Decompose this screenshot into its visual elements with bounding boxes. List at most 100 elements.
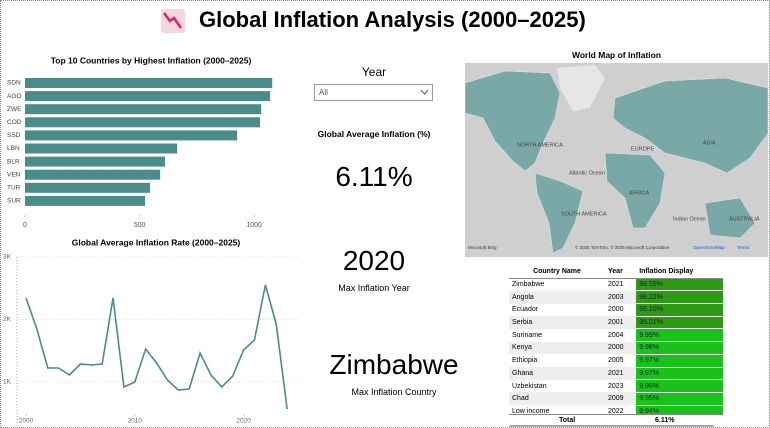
table-cell: 2021 [608,369,624,377]
inflation-cell: 9.98% [636,341,723,355]
bar [25,78,273,88]
table-row: Ghana 2021 9.97% [509,367,723,381]
inflation-cell: 98.55% [636,278,723,292]
inflation-cell: 96.10% [636,303,723,317]
total-row: Total 6.11% [509,414,723,426]
y-tick-label: VEN [7,171,21,178]
table-row: Angola 2003 98.22% [509,290,723,305]
inflation-cell: 9.97% [636,354,723,368]
bar [25,117,261,128]
y-tick-label: 2K [3,316,12,323]
table-cell: Ethiopia [512,357,538,365]
bar [25,169,161,180]
inflation-cell: 95.01% [636,316,723,330]
column-header: Inflation Display [636,266,723,279]
x-tick-label: 2010 [128,418,143,425]
column-header: Year [605,266,637,279]
table-row: Chad 2009 9.95% [509,392,723,406]
y-tick-label: COD [7,119,22,126]
bar [25,195,146,206]
page-title: Global Inflation Analysis (2000–2025) [199,7,586,32]
map-label: Indian Ocean [673,216,706,222]
line [25,284,288,410]
x-tick-label: 1000 [246,222,262,229]
card-label: Global Average Inflation (%) [317,129,431,139]
map-label: Atlantic Ocean [569,170,605,176]
table-cell: Chad [512,395,529,403]
y-tick-label: SSD [7,132,21,139]
y-tick-label: AGO [7,93,21,100]
y-tick-label: 1K [3,379,12,386]
map-title: World Map of Inflation [571,50,662,60]
total-value: 6.11% [655,417,675,424]
inflation-cell: 9.96% [636,379,723,393]
title-icon [161,9,185,33]
inflation-cell: 9.94% [636,405,723,416]
map-logo: Microsoft Bing [468,245,497,250]
table-cell: 2023 [608,382,624,390]
table-cell: 2021 [608,281,624,289]
y-tick-label: BLR [7,158,20,165]
inflation-cell: 98.22% [636,290,723,305]
inflation-cell: 9.99% [636,328,723,343]
card-value: 6.11% [335,161,413,192]
slicer-label: Year [361,65,387,79]
table-row: Suriname 2004 9.99% [509,328,723,343]
table-container: Country Name Year Inflation Display Zimbabw… [509,266,723,416]
slicer-value: All [319,88,328,97]
map[interactable]: NORTH AMERICA EUROPE ASIA Atlantic Ocean… [465,63,768,257]
table-row: Kenya 2000 9.98% [509,341,723,355]
table-cell: 2000 [608,306,624,314]
table-cell: Angola [512,293,534,301]
table-cell: Suriname [512,331,542,339]
map-label: AFRICA [629,190,650,196]
map-link[interactable]: Terms [737,245,750,250]
x-tick-label: 2000 [19,418,34,425]
table-cell: 2005 [608,357,624,365]
map-label: EUROPE [631,146,655,152]
x-tick-label: 2020 [236,418,251,425]
column-header: Country Name [509,266,605,279]
chevron [420,89,429,95]
bar [25,104,262,115]
table-row: Zimbabwe 2021 98.55% [509,278,723,292]
chart-title: Top 10 Countries by Highest Inflation (2… [51,55,252,65]
scrollbar[interactable] [509,425,714,427]
header-row: Country Name Year Inflation Display [509,266,723,279]
table-cell: 2004 [608,331,624,339]
table-cell: Uzbekistan [512,382,547,390]
table-cell: Serbia [512,319,533,327]
bar [25,91,271,102]
table-row: Serbia 2001 95.01% [509,316,723,330]
y-tick-label: ZWE [7,106,22,113]
table-cell: Low income [512,407,550,415]
map-link[interactable]: OpenStreetMap [693,245,725,250]
data-table: Country Name Year Inflation Display Zimbabw… [509,266,723,416]
inflation-cell: 9.97% [636,367,723,381]
x-tick-label: 0 [23,222,27,229]
bar [25,143,178,154]
table-cell: 2003 [608,293,624,301]
map-label: NORTH AMERICA [517,142,563,148]
bar-chart: Top 10 Countries by Highest Inflation (2… [7,55,273,229]
bar [25,182,151,193]
x-tick-label: 500 [134,222,146,229]
card-label: Max Inflation Country [351,387,437,397]
total-label: Total [559,417,576,424]
y-tick-label: SUR [7,198,21,205]
y-tick-label: LBN [7,145,20,152]
y-tick-label: 3K [3,254,12,261]
year-slicer[interactable]: All [314,84,433,101]
line-chart: Global Average Inflation Rate (2000–2025… [3,237,298,427]
table-cell: Kenya [512,344,532,352]
table-cell: Ecuador [512,306,539,314]
y-tick-label: TUR [7,185,21,192]
card-label: Max Inflation Year [338,283,410,293]
table-cell: 2009 [608,395,624,403]
table-row: Ethiopia 2005 9.97% [509,354,723,368]
map-label: AUSTRALIA [729,216,760,222]
table-row: Low income 2022 9.94% [509,405,723,416]
bar [25,156,165,167]
table-row: Ecuador 2000 96.10% [509,303,723,317]
